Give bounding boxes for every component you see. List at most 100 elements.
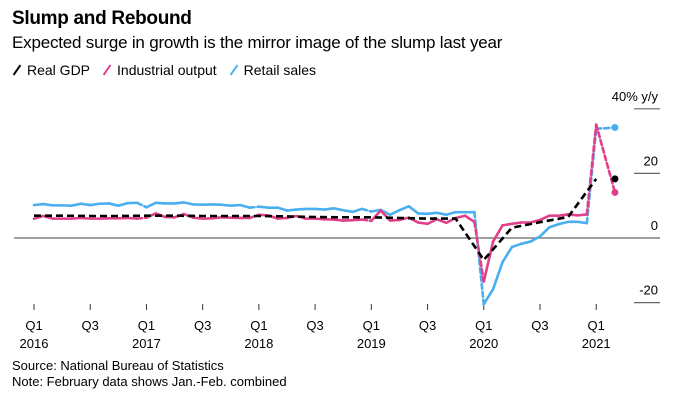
- source-note: Source: National Bureau of Statistics: [12, 358, 224, 373]
- series-segment-retail-sales: [398, 205, 411, 212]
- series-segment-industrial-output: [538, 214, 551, 222]
- series-segment-retail-sales: [276, 206, 289, 212]
- series-segment-industrial-output: [510, 221, 523, 226]
- legend-label: Industrial output: [117, 62, 217, 78]
- chart-subtitle: Expected surge in growth is the mirror i…: [12, 33, 503, 52]
- series-segment-retail-sales: [538, 226, 551, 238]
- x-tick-year-label: 2018: [244, 336, 273, 351]
- x-tick-label: Q1: [138, 318, 155, 333]
- x-tick-label: Q3: [419, 318, 436, 333]
- series-segment-retail-sales: [407, 205, 420, 215]
- series-segment-industrial-output: [360, 218, 373, 223]
- series-segment-retail-sales: [510, 242, 523, 249]
- series-segment-retail-sales: [444, 210, 457, 217]
- legend: Real GDP Industrial output Retail sales: [12, 62, 316, 78]
- x-tick-year-label: 2017: [132, 336, 161, 351]
- series-segment-industrial-output: [482, 240, 495, 283]
- x-tick-year-label: 2020: [469, 336, 498, 351]
- series-segment-retail-sales: [482, 287, 495, 306]
- chart-title: Slump and Rebound: [12, 8, 192, 29]
- series-segment-retail-sales: [117, 201, 129, 207]
- legend-label: Real GDP: [27, 62, 91, 78]
- legend-item-real-gdp: Real GDP: [12, 62, 90, 78]
- x-tick-label: Q3: [194, 318, 211, 333]
- series-segment-retail-sales: [557, 220, 570, 226]
- series-segment-retail-sales: [360, 207, 373, 213]
- series-segment-industrial-output: [42, 214, 55, 220]
- series-segment-retail-sales: [370, 208, 382, 213]
- series-segment-industrial-output: [332, 218, 345, 222]
- series-segment-industrial-output: [463, 214, 476, 224]
- series-segment-industrial-output: [32, 214, 45, 220]
- series-segment-industrial-output: [70, 216, 83, 220]
- series-segment-retail-sales: [519, 240, 532, 246]
- series-segment-retail-sales: [529, 235, 542, 243]
- series-segment-retail-sales: [79, 202, 92, 207]
- series-segment-industrial-output: [501, 222, 514, 227]
- series-segment-industrial-output: [398, 216, 411, 222]
- series-line-real-gdp: [34, 178, 598, 263]
- series-segment-retail-sales: [426, 211, 439, 216]
- series-segment-retail-sales: [351, 207, 364, 214]
- series-segment-retail-sales: [154, 201, 167, 205]
- series-segment-industrial-output: [454, 214, 467, 220]
- series-segment-industrial-output: [557, 213, 570, 218]
- series-segment-retail-sales: [332, 206, 345, 212]
- series-segment-industrial-output: [191, 216, 204, 220]
- x-tick-label: Q3: [531, 318, 548, 333]
- y-tick-label: 0: [651, 218, 658, 233]
- series-segment-retail-sales: [313, 207, 326, 211]
- series-segment-retail-sales: [88, 202, 101, 207]
- series-segment-retail-sales: [491, 260, 504, 291]
- series-end-marker-industrial-output: [611, 188, 619, 196]
- legend-label: Retail sales: [243, 62, 317, 78]
- series-segment-industrial-output: [594, 123, 617, 194]
- series-segment-industrial-output: [435, 217, 448, 225]
- series-segment-industrial-output: [426, 217, 439, 226]
- legend-item-retail-sales: Retail sales: [229, 62, 316, 78]
- series-end-marker-retail-sales: [611, 124, 619, 132]
- y-tick-label: -20: [639, 283, 658, 298]
- x-tick-label: Q3: [306, 318, 323, 333]
- series-segment-retail-sales: [285, 208, 298, 212]
- series-segment-industrial-output: [388, 218, 401, 222]
- footnote: Note: February data shows Jan.-Feb. comb…: [12, 374, 287, 389]
- series-segment-retail-sales: [238, 203, 251, 209]
- series-segment-retail-sales: [135, 201, 148, 209]
- series-segment-industrial-output: [126, 216, 139, 220]
- y-tick-label: 20: [644, 153, 658, 168]
- series-segment-retail-sales: [295, 207, 308, 211]
- series-segment-retail-sales: [220, 203, 233, 207]
- series-segment-retail-sales: [248, 205, 261, 209]
- x-tick-year-label: 2016: [20, 336, 49, 351]
- series-segment-retail-sales: [576, 220, 589, 225]
- series-segment-retail-sales: [173, 201, 186, 205]
- series-segment-retail-sales: [107, 202, 120, 207]
- series-segment-industrial-output: [210, 216, 223, 220]
- series-segment-retail-sales: [42, 202, 55, 207]
- series-segment-industrial-output: [79, 216, 92, 220]
- x-tick-year-label: 2019: [357, 336, 386, 351]
- series-segment-retail-sales: [32, 202, 45, 207]
- series-segment-industrial-output: [276, 216, 289, 220]
- series-segment-retail-sales: [548, 222, 561, 229]
- series-segment-retail-sales: [145, 201, 158, 209]
- series-segment-industrial-output: [585, 123, 598, 216]
- series-segment-retail-sales: [323, 206, 336, 211]
- series-segment-retail-sales: [229, 203, 242, 207]
- series-segment-industrial-output: [370, 209, 382, 223]
- x-tick-label: Q1: [25, 318, 42, 333]
- series-segment-retail-sales: [341, 208, 354, 214]
- series-end-marker-real-gdp: [611, 175, 619, 183]
- series-segment-retail-sales: [70, 202, 83, 207]
- series-segment-retail-sales: [257, 205, 270, 209]
- series-segment-industrial-output: [416, 221, 429, 226]
- series-segment-industrial-output: [529, 218, 542, 224]
- x-tick-label: Q1: [363, 318, 380, 333]
- series-segment-industrial-output: [491, 224, 504, 243]
- y-tick-label: 40% y/y: [612, 89, 659, 104]
- legend-item-industrial-output: Industrial output: [102, 62, 217, 78]
- x-tick-label: Q1: [250, 318, 267, 333]
- series-segment-retail-sales: [182, 201, 195, 206]
